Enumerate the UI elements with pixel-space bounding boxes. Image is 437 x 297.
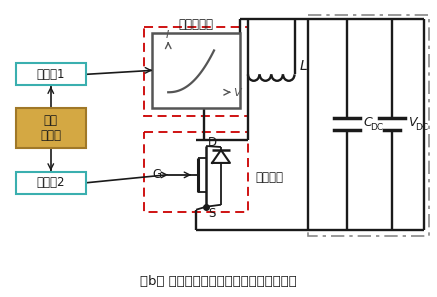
- FancyBboxPatch shape: [153, 33, 240, 108]
- Text: 驱动刨1: 驱动刨1: [37, 68, 65, 81]
- Text: DC: DC: [415, 123, 428, 132]
- Text: 驱动刨2: 驱动刨2: [37, 176, 65, 189]
- Text: 非线性元件: 非线性元件: [179, 18, 214, 31]
- Text: DC: DC: [370, 123, 383, 132]
- Text: 脉冲
发生器: 脉冲 发生器: [40, 114, 61, 142]
- Bar: [144, 132, 248, 212]
- Text: $V$: $V$: [233, 86, 243, 98]
- Bar: [144, 26, 248, 116]
- Text: $L$: $L$: [298, 59, 308, 73]
- Text: G: G: [152, 168, 161, 181]
- FancyBboxPatch shape: [16, 63, 86, 85]
- Text: D: D: [208, 135, 217, 148]
- Bar: [308, 15, 429, 236]
- Text: S: S: [208, 207, 215, 220]
- Text: （b） 基于非线性元件的无损短路测试方法: （b） 基于非线性元件的无损短路测试方法: [140, 275, 296, 288]
- FancyBboxPatch shape: [16, 108, 86, 148]
- Text: $V$: $V$: [408, 116, 420, 129]
- Text: 待测对象: 待测对象: [256, 171, 284, 184]
- FancyBboxPatch shape: [16, 172, 86, 194]
- Text: $C$: $C$: [363, 116, 374, 129]
- Text: $I$: $I$: [165, 28, 170, 40]
